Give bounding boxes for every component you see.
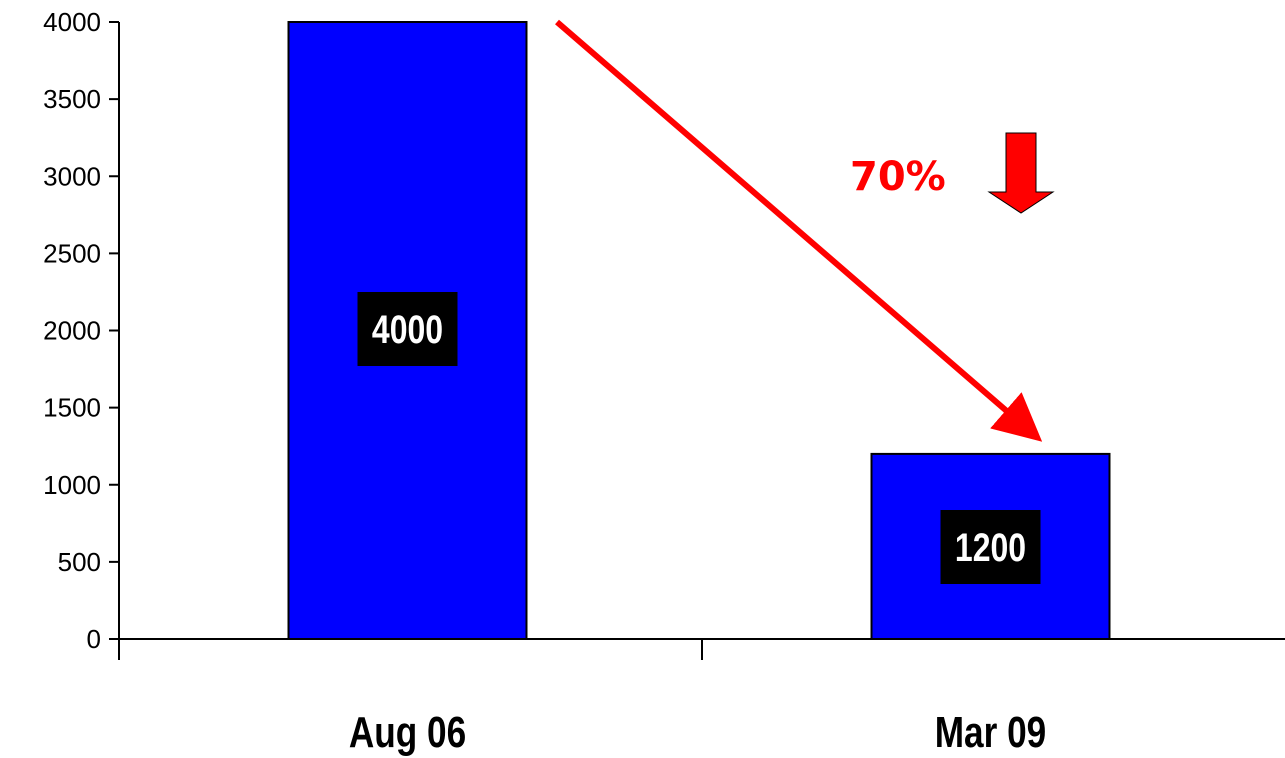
data-label: 1200	[940, 510, 1041, 584]
data-label-box	[357, 292, 458, 366]
y-tick-label: 1500	[43, 393, 101, 423]
data-labels: 4000 1200	[357, 292, 1041, 584]
y-tick-label: 3000	[43, 161, 101, 191]
y-tick-label: 0	[87, 624, 101, 654]
data-label: 4000	[357, 292, 458, 366]
y-tick-label: 1000	[43, 470, 101, 500]
down-arrow-icon	[987, 132, 1055, 214]
x-category-label: Aug 06	[349, 708, 466, 757]
decline-percentage-label: 70%	[850, 154, 946, 200]
data-label-text: 1200	[955, 525, 1026, 570]
y-tick-label: 4000	[43, 7, 101, 37]
category-labels: Aug 06 Mar 09	[349, 708, 1046, 757]
data-label-box	[940, 510, 1041, 584]
y-tick-label: 3500	[43, 84, 101, 114]
y-tick-label: 2500	[43, 238, 101, 268]
x-category-label: Mar 09	[935, 708, 1046, 757]
y-tick-label: 2000	[43, 316, 101, 346]
y-tick-label: 500	[58, 547, 101, 577]
data-label-text: 4000	[372, 307, 443, 352]
decline-trend-arrow	[555, 19, 1043, 442]
y-axis-ticks: 0 500 1000 1500 2000 2500 3000 3500 4000	[43, 7, 119, 654]
